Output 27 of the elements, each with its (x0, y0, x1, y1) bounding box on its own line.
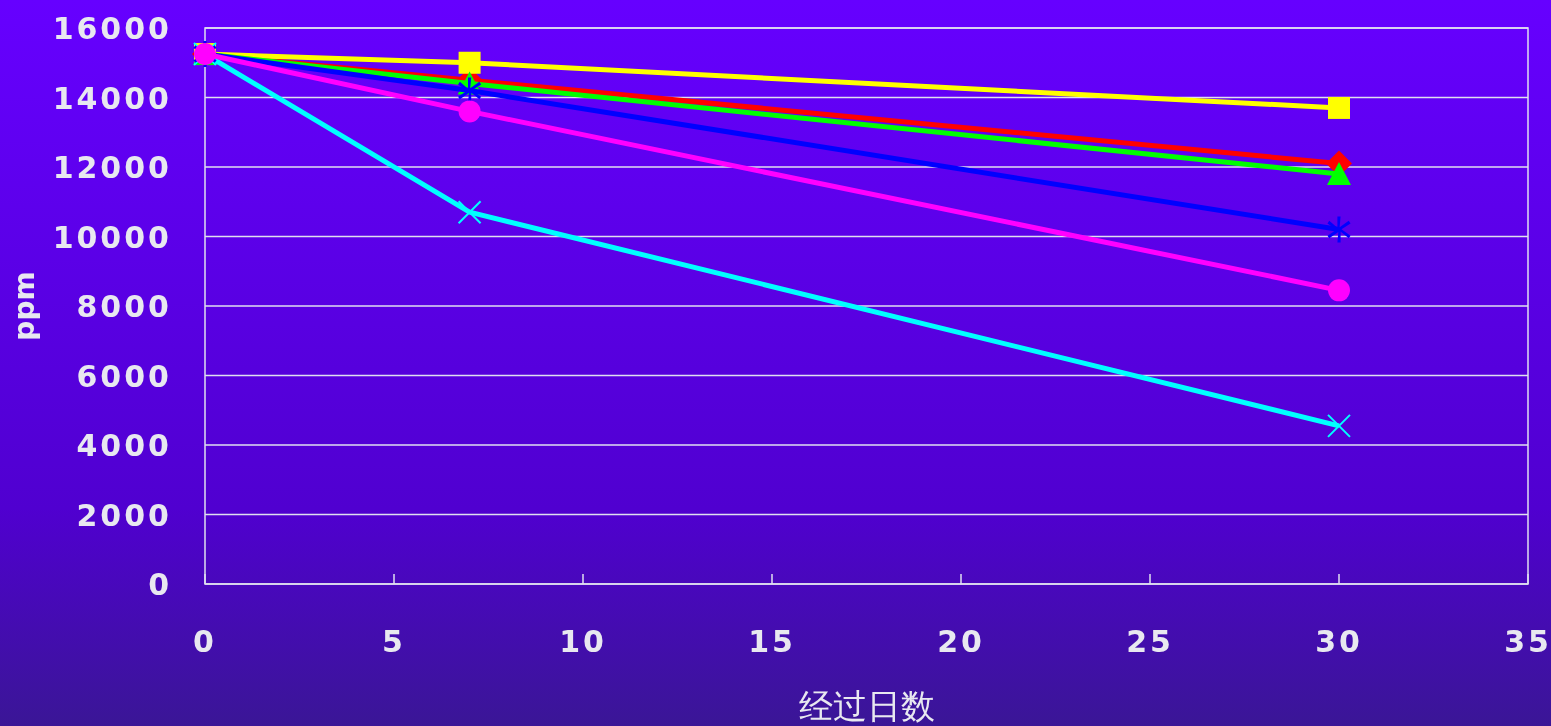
y-tick-label: 14000 (52, 80, 172, 116)
point (1327, 216, 1351, 243)
x-tick-label: 15 (748, 624, 796, 659)
y-tick-label: 2000 (76, 497, 172, 533)
point (1327, 413, 1351, 438)
x-tick-label: 10 (559, 624, 607, 659)
y-tick-label: 12000 (52, 150, 172, 185)
y-tick-label: 4000 (76, 428, 172, 463)
x-axis-title: 经过日数 (798, 686, 935, 726)
x-tick-label: 20 (937, 624, 985, 659)
y-tick-label: 6000 (76, 358, 172, 394)
x-tick-label: 5 (382, 624, 406, 659)
x-tick-label: 25 (1126, 624, 1174, 659)
point (458, 100, 481, 123)
point (1328, 279, 1350, 302)
point (1327, 161, 1351, 185)
point (457, 200, 482, 225)
y-axis-title: ppm (8, 271, 41, 341)
x-tick-label: 35 (1504, 624, 1551, 659)
y-tick-label: 16000 (52, 11, 172, 46)
y-tick-label: 8000 (76, 289, 172, 324)
x-tick-label: 0 (193, 624, 217, 659)
y-tick-label: 0 (148, 567, 172, 602)
point (458, 51, 481, 74)
x-tick-label: 30 (1315, 624, 1363, 659)
y-tick-label: 10000 (52, 219, 172, 255)
point (1328, 96, 1350, 119)
